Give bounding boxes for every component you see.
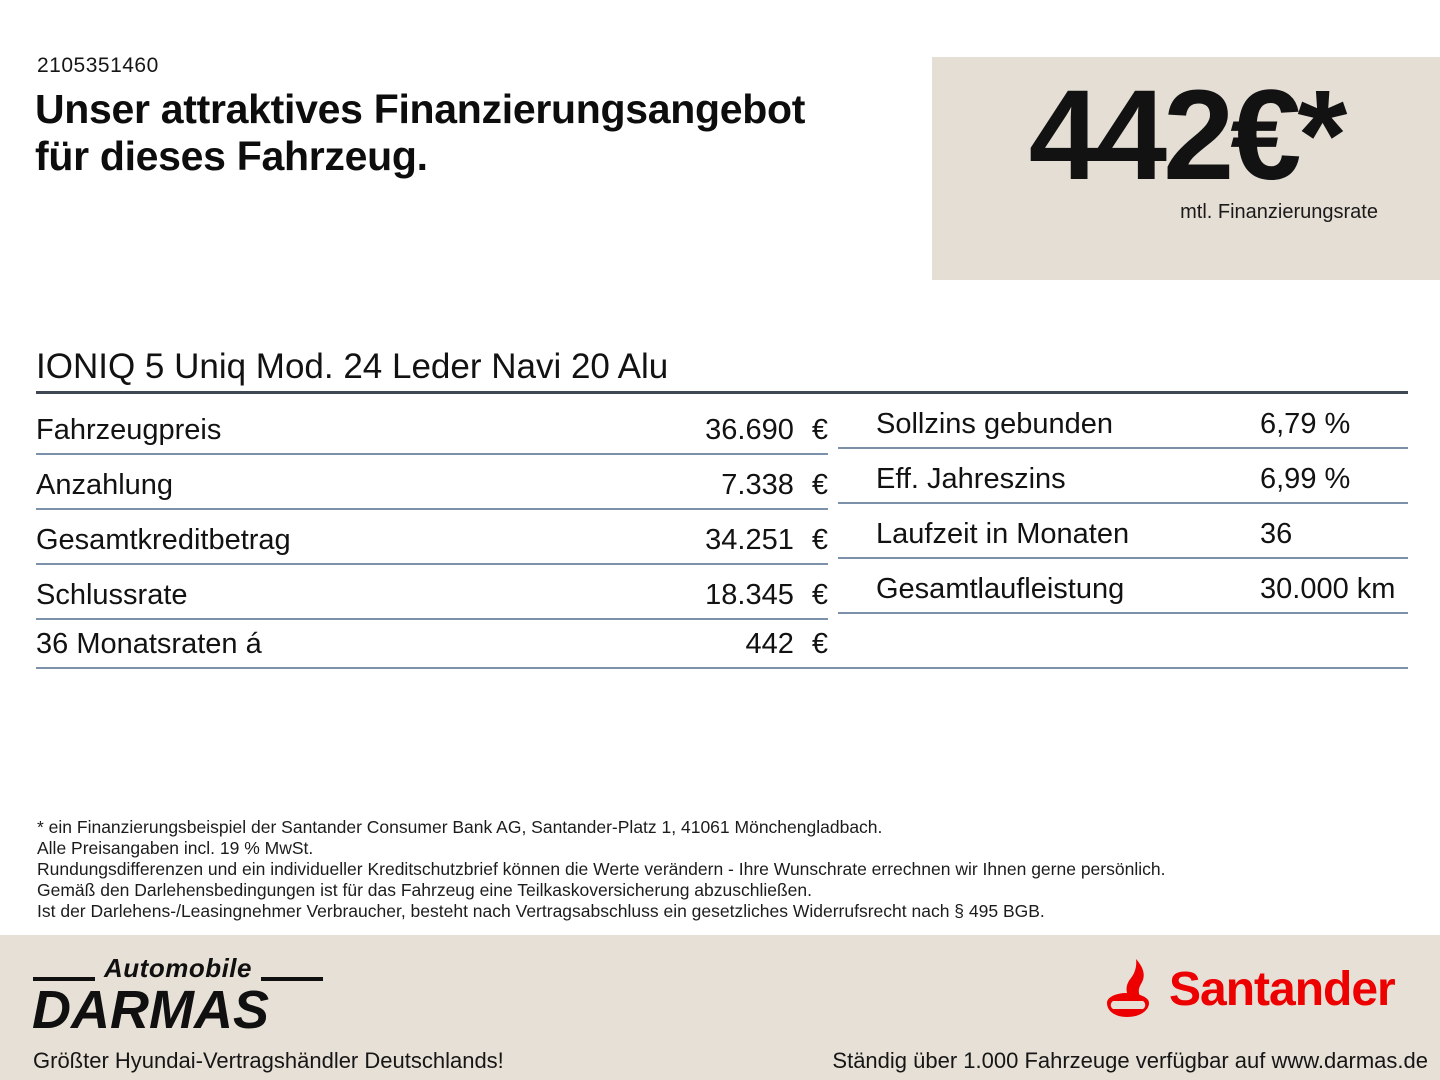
row-unit: € <box>811 579 828 611</box>
table-row: Fahrzeugpreis 36.690 € <box>36 395 828 455</box>
row-label: Schlussrate <box>36 579 188 611</box>
fine-print-line: Ist der Darlehens-/Leasingnehmer Verbrau… <box>37 901 1045 921</box>
monthly-rate-panel: 442€* mtl. Finanzierungsrate <box>932 57 1440 280</box>
fine-print-line: * ein Finanzierungsbeispiel der Santande… <box>37 817 883 837</box>
santander-flame-icon <box>1107 959 1149 1017</box>
dealer-logo: Automobile DARMAS <box>32 953 324 1040</box>
row-value: 6,99 % <box>1260 463 1351 495</box>
row-label: 36 Monatsraten á <box>36 628 262 660</box>
row-unit: € <box>811 524 828 556</box>
row-label: Laufzeit in Monaten <box>876 518 1130 550</box>
santander-wordmark: Santander <box>1169 962 1396 1016</box>
row-amount: 34.251 <box>705 524 794 556</box>
logo-dash-left <box>33 977 95 981</box>
offer-id: 2105351460 <box>37 54 159 77</box>
santander-logo: Santander <box>1103 959 1396 1019</box>
headline-line2: für dieses Fahrzeug. <box>35 133 428 179</box>
row-value: 18.345 € <box>705 579 828 612</box>
fine-print-line: Rundungsdifferenzen und ein individuelle… <box>37 859 1166 879</box>
vehicle-title: IONIQ 5 Uniq Mod. 24 Leder Navi 20 Alu <box>36 347 1408 394</box>
row-value: 442 € <box>745 628 828 661</box>
dealer-tagline: Größter Hyundai-Vertragshändler Deutschl… <box>33 1048 504 1073</box>
availability-text: Ständig über 1.000 Fahrzeuge verfügbar a… <box>832 1048 1428 1073</box>
row-value: 30.000 km <box>1260 573 1396 605</box>
row-value: 6,79 % <box>1260 408 1351 440</box>
table-row: Gesamtlaufleistung 30.000 km <box>838 560 1408 614</box>
row-label: Anzahlung <box>36 469 174 501</box>
row-amount: 18.345 <box>705 579 794 611</box>
logo-dash-right <box>261 977 323 981</box>
row-unit: € <box>811 628 828 660</box>
row-amount: 7.338 <box>721 469 794 501</box>
row-value: 36.690 € <box>705 414 828 447</box>
row-amount: 36.690 <box>705 414 794 446</box>
dealer-logo-main: DARMAS <box>32 980 269 1040</box>
row-label: Eff. Jahreszins <box>876 463 1066 495</box>
row-label: Fahrzeugpreis <box>36 414 222 446</box>
row-label: Gesamtlaufleistung <box>876 573 1125 605</box>
fine-print: * ein Finanzierungsbeispiel der Santande… <box>37 817 1165 922</box>
page-title: Unser attraktives Finanzierungsangebot f… <box>35 86 805 180</box>
row-label: Sollzins gebunden <box>876 408 1114 440</box>
table-row: 36 Monatsraten á 442 € <box>36 615 1408 669</box>
table-row: Anzahlung 7.338 € <box>36 450 828 510</box>
row-value: 7.338 € <box>721 469 828 502</box>
table-row: Sollzins gebunden 6,79 % <box>838 395 1408 449</box>
row-value: 36 <box>1260 518 1293 550</box>
row-inner: 36 Monatsraten á 442 € <box>36 628 828 661</box>
row-value: 34.251 € <box>705 524 828 557</box>
headline-line1: Unser attraktives Finanzierungsangebot <box>35 86 806 132</box>
row-unit: € <box>811 469 828 501</box>
table-row: Schlussrate 18.345 € <box>36 560 828 620</box>
fine-print-line: Gemäß den Darlehensbedingungen ist für d… <box>37 880 812 900</box>
table-row: Gesamtkreditbetrag 34.251 € <box>36 505 828 565</box>
row-label: Gesamtkreditbetrag <box>36 524 291 556</box>
footer: Automobile DARMAS Größter Hyundai-Vertra… <box>0 935 1440 1080</box>
monthly-rate-caption: mtl. Finanzierungsrate <box>1180 201 1378 223</box>
row-unit: € <box>811 414 828 446</box>
row-amount: 442 <box>745 628 794 660</box>
fine-print-line: Alle Preisangaben incl. 19 % MwSt. <box>37 838 314 858</box>
dealer-logo-top-text: Automobile <box>104 953 252 983</box>
monthly-rate-value: 442€* <box>1028 64 1348 207</box>
table-row: Eff. Jahreszins 6,99 % <box>838 450 1408 504</box>
dealer-logo-top: Automobile <box>32 953 324 984</box>
table-row: Laufzeit in Monaten 36 <box>838 505 1408 559</box>
